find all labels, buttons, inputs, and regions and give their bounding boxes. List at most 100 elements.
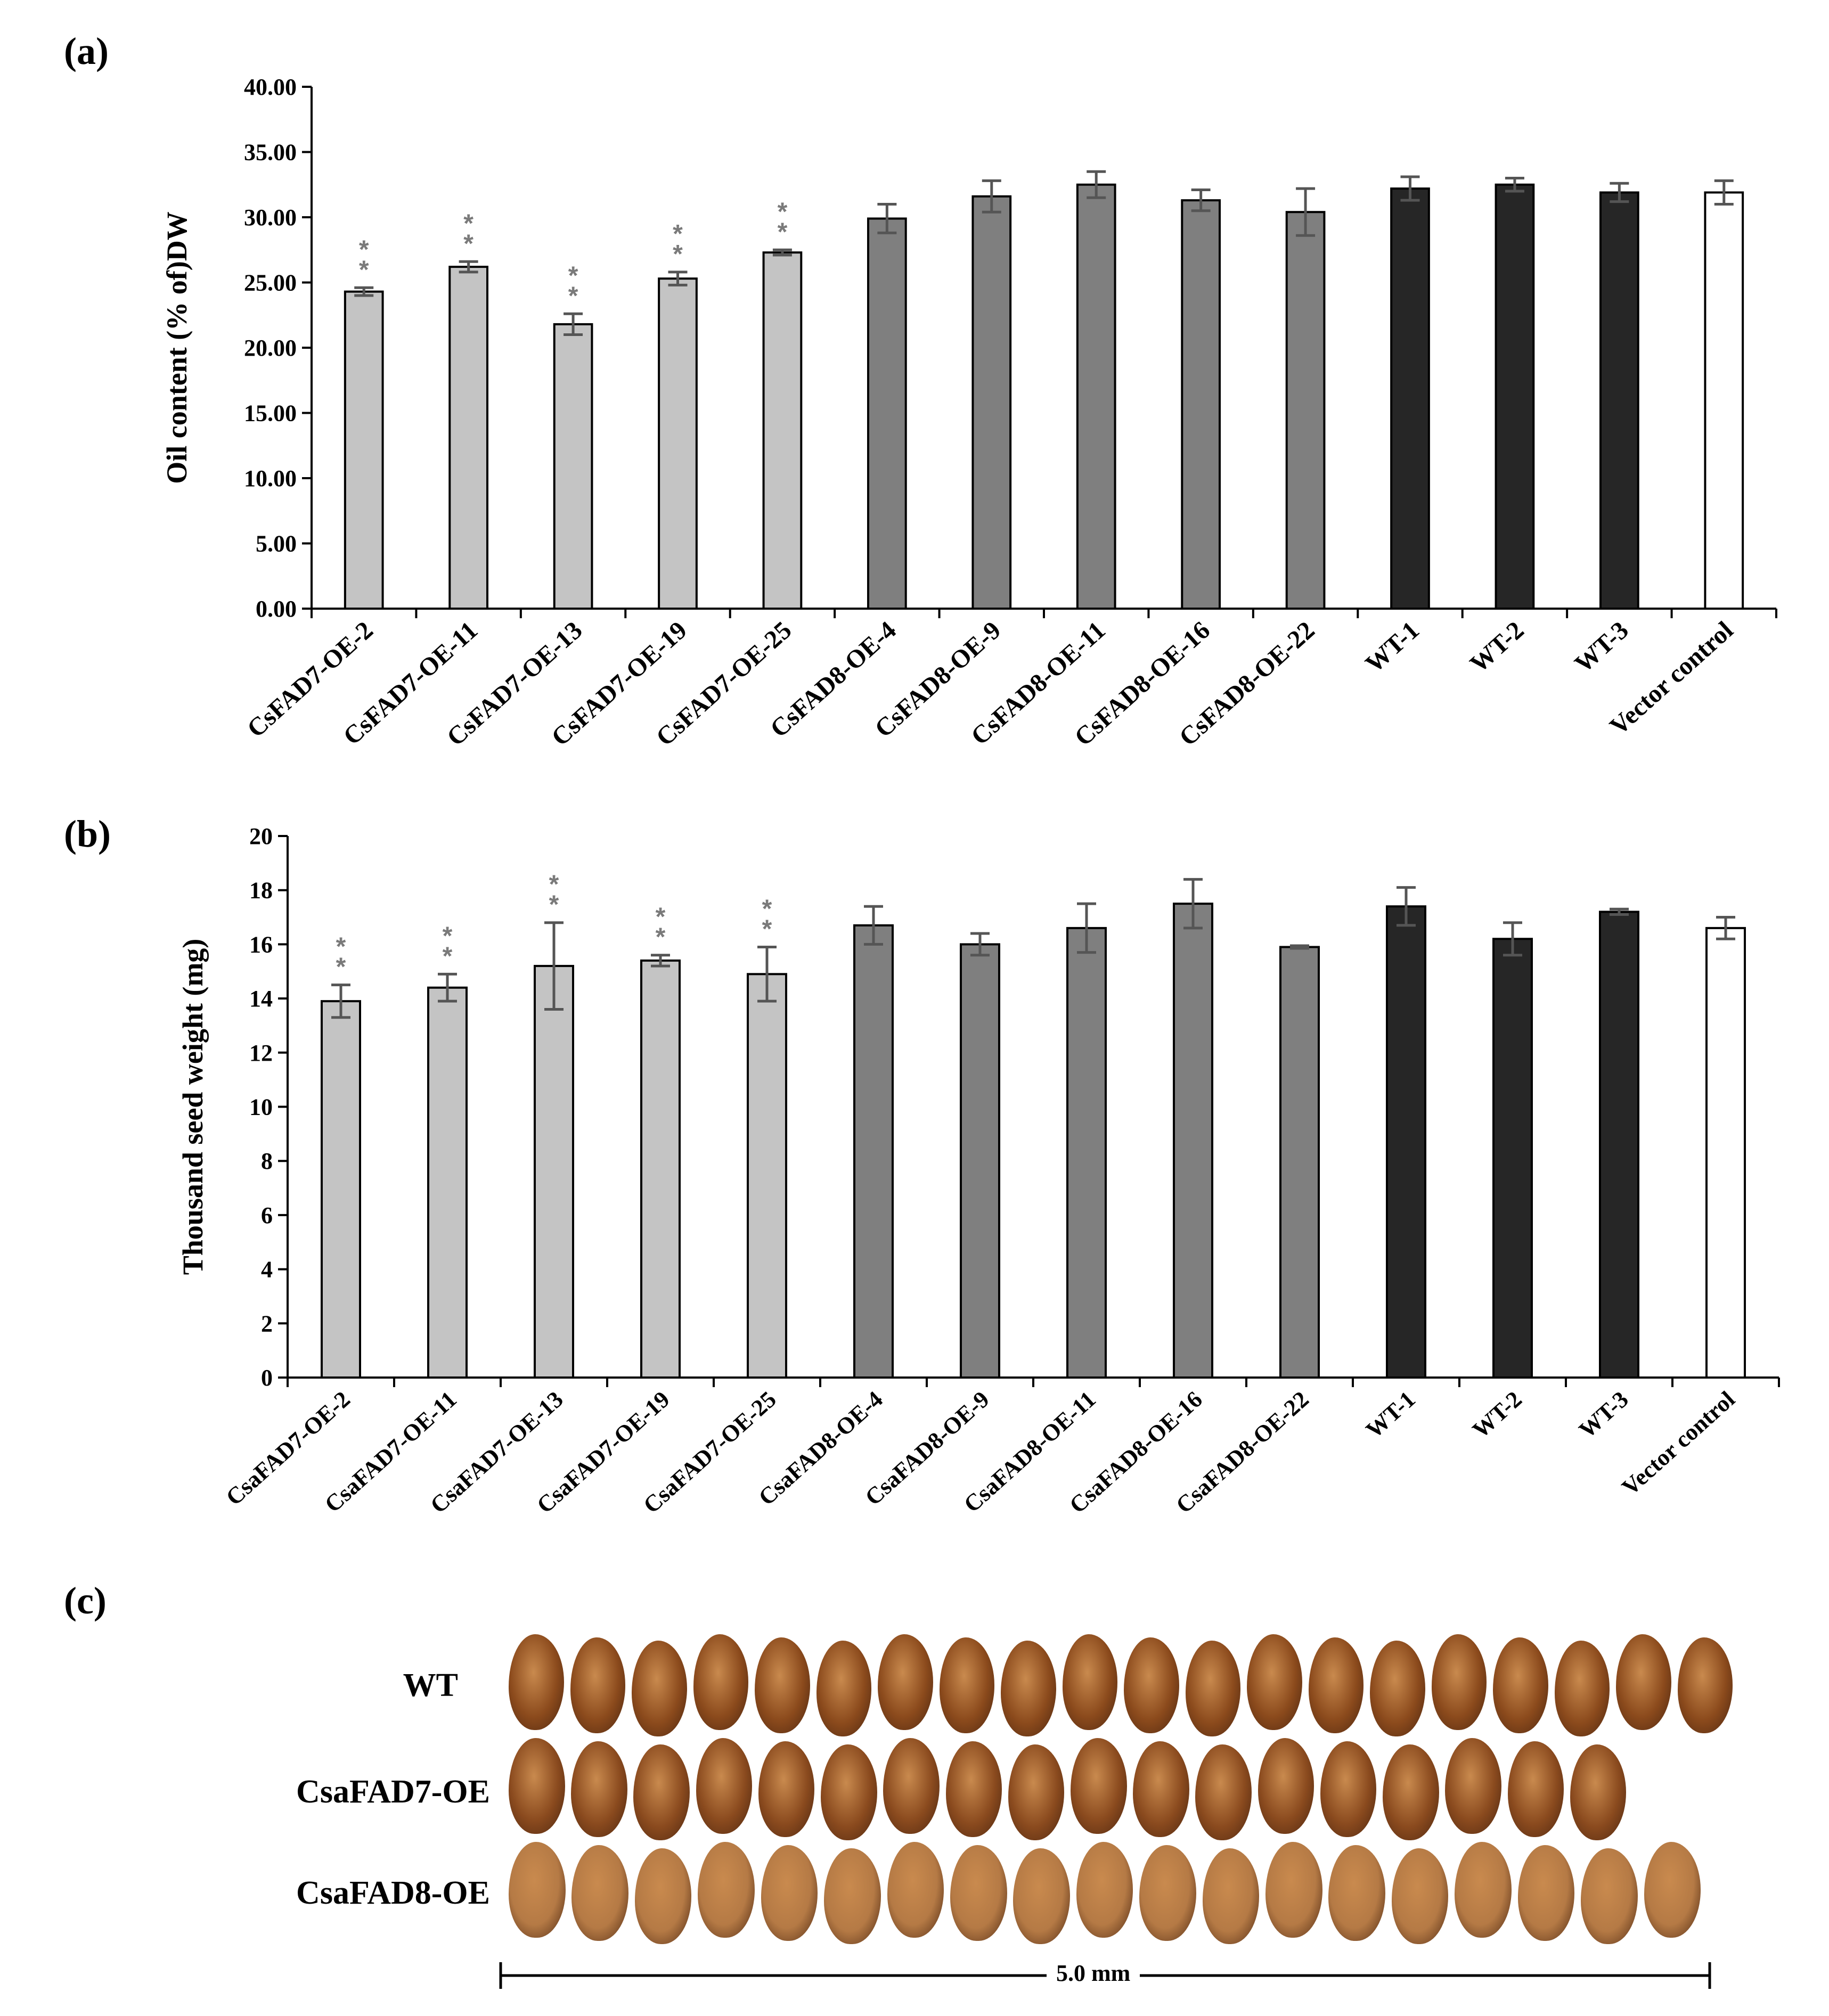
- seed-image: [758, 1741, 815, 1837]
- seed-image: [1616, 1634, 1671, 1730]
- x-category-label: WT-3: [1574, 1386, 1634, 1443]
- seed-row-label-fad8: CsaFAD8-OE: [296, 1875, 490, 1911]
- y-tick-label: 35.00: [244, 140, 297, 166]
- seed-image: [571, 1741, 627, 1837]
- bar: [658, 277, 698, 610]
- bar: [321, 1000, 361, 1379]
- y-axis-label: Oil content (% of)DW: [161, 211, 193, 483]
- y-tick-label: 20: [249, 823, 273, 849]
- seed-row-label-wt: WT: [403, 1667, 458, 1703]
- bar: [1492, 938, 1533, 1379]
- seed-image: [693, 1634, 749, 1730]
- seed-photo-panel: WT CsaFAD7-OE CsaFAD8-OE 5.0 mm: [0, 1576, 1829, 2016]
- x-category-label: WT-3: [1569, 616, 1634, 678]
- y-tick-label: 12: [249, 1040, 273, 1066]
- seed-image: [1062, 1634, 1118, 1730]
- significance-mark: *: [359, 235, 369, 264]
- panel-label-c: (c): [64, 1579, 107, 1622]
- seed-image: [1431, 1634, 1487, 1730]
- bar: [1066, 927, 1107, 1379]
- seed-image: [1124, 1637, 1179, 1733]
- seed-image: [1265, 1842, 1322, 1938]
- bar: [1390, 187, 1430, 610]
- seed-image: [1139, 1845, 1196, 1941]
- seed-image: [1185, 1641, 1241, 1736]
- significance-mark: *: [549, 871, 559, 899]
- seed-image: [1328, 1845, 1386, 1941]
- x-category-label: Vector control: [1617, 1386, 1740, 1501]
- y-tick-label: 10.00: [244, 465, 297, 491]
- x-category-label: WT-1: [1361, 1386, 1420, 1443]
- bar: [534, 965, 574, 1379]
- y-tick-label: 5.00: [256, 531, 297, 557]
- seed-image: [570, 1637, 626, 1733]
- seed-image: [1320, 1741, 1377, 1837]
- significance-mark: *: [443, 922, 453, 950]
- significance-mark: *: [673, 220, 683, 248]
- seed-image: [816, 1641, 872, 1736]
- bar: [1495, 183, 1535, 610]
- seed-image: [945, 1741, 1002, 1837]
- seed-image: [1247, 1634, 1302, 1730]
- y-tick-label: 30.00: [244, 204, 297, 231]
- significance-mark: *: [549, 891, 559, 919]
- seed-image: [1677, 1637, 1733, 1733]
- y-tick-label: 15.00: [244, 400, 297, 427]
- seed-image: [1507, 1741, 1564, 1837]
- seed-image: [1391, 1848, 1449, 1944]
- seed-image: [887, 1842, 944, 1938]
- significance-mark: *: [336, 953, 346, 981]
- y-tick-label: 25.00: [244, 270, 297, 296]
- bar: [1173, 903, 1213, 1379]
- seed-image: [1581, 1848, 1638, 1944]
- seed-image: [1644, 1842, 1701, 1938]
- x-category-label: WT-2: [1465, 616, 1529, 678]
- seed-image: [1455, 1842, 1512, 1938]
- panel-label-b: (b): [64, 813, 111, 855]
- significance-mark: *: [359, 256, 369, 284]
- significance-mark: *: [762, 915, 772, 943]
- significance-mark: *: [568, 261, 578, 290]
- seed-image: [509, 1842, 566, 1938]
- seed-image: [634, 1848, 692, 1944]
- bar: [1285, 211, 1326, 610]
- panel-label-a: (a): [64, 30, 109, 72]
- seed-image: [698, 1842, 755, 1938]
- bar: [1279, 946, 1320, 1379]
- bar: [1704, 191, 1744, 610]
- bar: [448, 266, 488, 610]
- scale-bar-label: 5.0 mm: [1047, 1960, 1140, 1987]
- y-tick-label: 14: [249, 986, 273, 1012]
- seed-image: [1554, 1641, 1610, 1736]
- x-category-label: WT-1: [1360, 616, 1424, 678]
- significance-mark: *: [463, 209, 473, 237]
- significance-mark: *: [778, 198, 788, 226]
- bar: [344, 290, 384, 610]
- bar: [1181, 199, 1221, 610]
- y-tick-label: 18: [249, 878, 273, 904]
- significance-mark: *: [463, 230, 473, 258]
- bar: [971, 195, 1012, 610]
- y-tick-label: 16: [249, 931, 273, 957]
- seed-image: [878, 1634, 933, 1730]
- seed-image: [1008, 1744, 1065, 1840]
- significance-mark: *: [778, 218, 788, 246]
- seed-image: [1370, 1641, 1425, 1736]
- seed-image: [633, 1744, 690, 1840]
- bar: [640, 959, 681, 1379]
- y-tick-label: 0: [261, 1365, 273, 1391]
- seed-image: [1383, 1744, 1439, 1840]
- seed-image: [509, 1738, 565, 1834]
- seed-image: [939, 1637, 995, 1733]
- seed-weight-chart: 0 2 4 6 8 10 12 14 16 18 20 Thousand seed weight (m…: [177, 823, 1780, 1519]
- y-tick-label: 2: [261, 1310, 273, 1337]
- bar: [427, 986, 468, 1379]
- bar: [853, 924, 894, 1379]
- bar: [1599, 191, 1639, 610]
- seed-image: [883, 1738, 940, 1834]
- significance-mark: *: [656, 923, 666, 952]
- seed-row-label-fad7: CsaFAD7-OE: [296, 1774, 490, 1810]
- significance-mark: *: [656, 903, 666, 931]
- bar: [867, 217, 907, 610]
- bar: [1599, 911, 1639, 1379]
